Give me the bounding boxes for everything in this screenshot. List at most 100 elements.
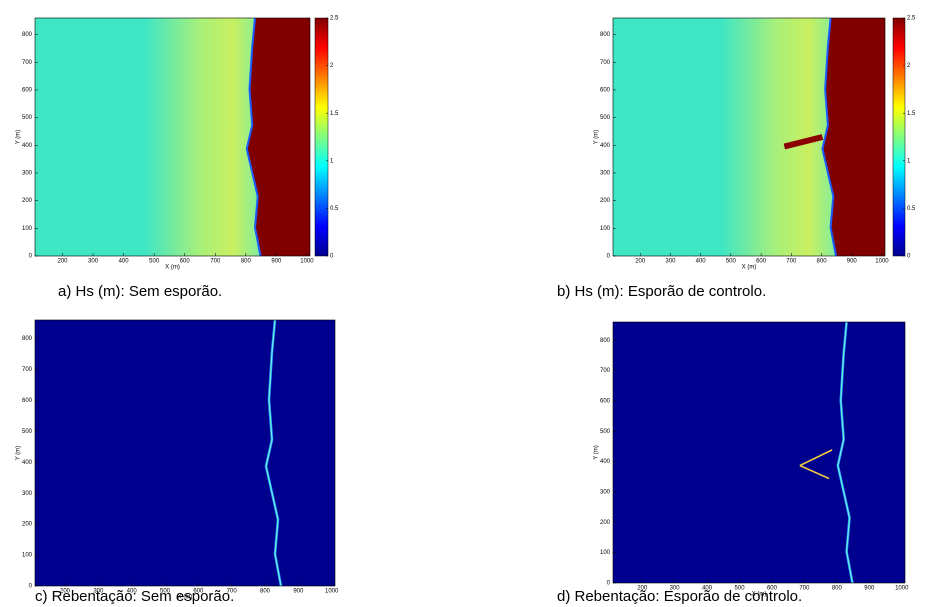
y-tick-label: 100: [600, 226, 611, 232]
y-tick-label: 100: [22, 553, 33, 559]
x-tick-label: 600: [767, 586, 778, 592]
x-axis-label: X (m): [178, 595, 193, 601]
x-tick-label: 1000: [895, 586, 909, 592]
y-tick-label: 300: [600, 490, 611, 496]
y-tick-label: 500: [22, 115, 33, 121]
x-tick-label: 600: [180, 259, 191, 265]
caption: d) Rebentação: Esporão de controlo.: [557, 588, 802, 605]
x-tick-label: 200: [60, 589, 71, 595]
y-tick-label: 800: [22, 336, 33, 342]
x-tick-label: 200: [57, 259, 68, 265]
y-tick-label: 200: [22, 198, 33, 204]
x-tick-label: 700: [227, 589, 238, 595]
groyne: [783, 134, 824, 150]
land: [246, 18, 310, 256]
x-tick-label: 400: [127, 589, 138, 595]
x-tick-label: 700: [786, 259, 797, 265]
colorbar-tick-label: 1: [330, 158, 334, 164]
field-background: [35, 320, 335, 586]
y-tick-label: 300: [600, 171, 611, 177]
x-tick-label: 700: [799, 586, 810, 592]
y-tick-label: 400: [600, 143, 611, 149]
y-tick-label: 0: [29, 254, 33, 260]
y-axis-label: Y (m): [16, 130, 22, 145]
plot-frame: [612, 17, 886, 257]
y-tick-label: 700: [600, 368, 611, 374]
shoreline: [821, 17, 838, 257]
y-tick-label: 600: [22, 398, 33, 404]
x-tick-label: 800: [817, 259, 828, 265]
y-axis-label: Y (m): [594, 130, 600, 145]
colorbar-tick-label: 0.5: [330, 206, 339, 212]
y-tick-label: 200: [600, 520, 611, 526]
x-tick-label: 400: [119, 259, 130, 265]
x-tick-label: 1000: [875, 259, 889, 265]
caption: b) Hs (m): Esporão de controlo.: [557, 283, 766, 300]
y-tick-label: 0: [607, 254, 611, 260]
x-tick-label: 400: [696, 259, 707, 265]
colorbar-tick-label: 1.5: [330, 111, 339, 117]
panel: 200 300 400 500 600 700 800 900 1000 0 100 200 300 40…: [16, 319, 339, 605]
x-tick-label: 300: [670, 586, 681, 592]
x-tick-label: 300: [665, 259, 676, 265]
panel: 200 300 400 500 600 700 800 900 1000 0 100 200 300 40…: [557, 321, 909, 605]
y-tick-label: 800: [600, 338, 611, 344]
y-tick-label: 0: [607, 581, 611, 587]
colorbar-tick-label: 0: [330, 254, 334, 260]
x-tick-label: 600: [756, 259, 767, 265]
colorbar-tick-label: 0.5: [907, 206, 916, 212]
y-tick-label: 500: [600, 115, 611, 121]
x-tick-label: 900: [847, 259, 858, 265]
x-tick-label: 500: [735, 586, 746, 592]
x-tick-label: 500: [160, 589, 171, 595]
breaking-groyne: [799, 449, 833, 480]
x-tick-label: 200: [637, 586, 648, 592]
x-tick-label: 500: [726, 259, 737, 265]
y-axis-label: Y (m): [594, 445, 600, 460]
colorbar: [314, 17, 329, 257]
x-tick-label: 800: [241, 259, 252, 265]
x-axis-label: X (m): [165, 265, 180, 271]
panel: 200 300 400 500 600 700 800 900 1000 0 100 200 300 40…: [16, 16, 339, 300]
land: [822, 18, 885, 256]
x-tick-label: 900: [864, 586, 875, 592]
y-tick-label: 500: [22, 429, 33, 435]
y-tick-label: 300: [22, 491, 33, 497]
breaking-zone-core: [837, 321, 853, 584]
y-tick-label: 300: [22, 171, 33, 177]
caption: a) Hs (m): Sem esporão.: [58, 283, 222, 300]
x-tick-label: 300: [88, 259, 99, 265]
panel: 200 300 400 500 600 700 800 900 1000 0 100 200 300 40…: [557, 16, 916, 300]
colorbar-tick-label: 1: [907, 158, 911, 164]
x-tick-label: 200: [635, 259, 646, 265]
colorbar-tick-label: 2: [907, 63, 911, 69]
y-tick-label: 600: [22, 88, 33, 94]
x-tick-label: 400: [702, 586, 713, 592]
y-tick-label: 700: [22, 367, 33, 373]
plot-frame: [34, 17, 311, 257]
y-axis-label: Y (m): [16, 446, 22, 461]
field-background: [613, 322, 905, 583]
y-tick-label: 600: [600, 398, 611, 404]
caption: c) Rebentação: Sem esporão.: [35, 588, 234, 605]
heatmap-field: [35, 319, 335, 587]
shoreline: [245, 17, 262, 257]
y-tick-label: 100: [22, 226, 33, 232]
colorbar-tick-label: 0: [907, 254, 911, 260]
x-tick-label: 900: [293, 589, 304, 595]
x-tick-label: 800: [260, 589, 271, 595]
y-tick-label: 100: [600, 550, 611, 556]
plot-frame: [34, 319, 336, 587]
colorbar-tick-label: 2.5: [330, 16, 339, 22]
x-tick-label: 500: [149, 259, 160, 265]
x-axis-label: X (m): [752, 592, 767, 598]
x-tick-label: 700: [210, 259, 221, 265]
y-tick-label: 800: [22, 32, 33, 38]
x-tick-label: 800: [832, 586, 843, 592]
y-tick-label: 400: [22, 460, 33, 466]
y-tick-label: 700: [22, 60, 33, 66]
y-tick-label: 400: [600, 459, 611, 465]
x-tick-label: 600: [193, 589, 204, 595]
heatmap-field: [613, 321, 905, 584]
